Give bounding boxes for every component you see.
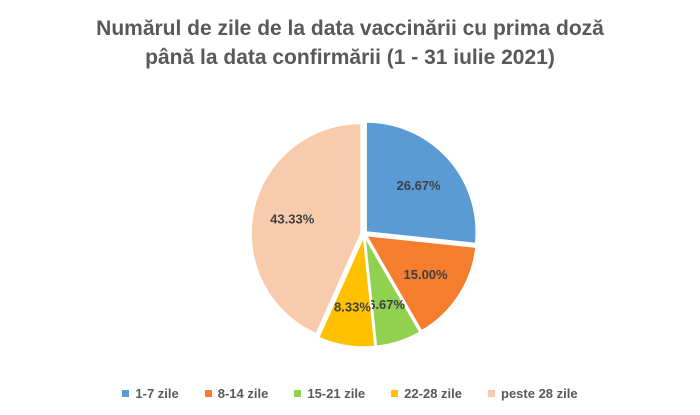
pie-slice-4 [317,234,376,348]
pie-slice-label-2: 15.00% [404,267,449,282]
chart-legend: 1-7 zile 8-14 zile 15-21 zile 22-28 zile pes… [0,386,700,401]
legend-label-5: peste 28 zile [501,386,578,401]
pie-slice-3 [364,236,421,348]
pie-slice-label-5: 43.33% [270,212,315,227]
legend-label-1: 1-7 zile [135,386,179,401]
pie-slice-label-4: 8.33% [334,299,371,314]
legend-swatch-3 [294,390,302,397]
chart-title: Numărul de zile de la data vaccinării cu… [0,14,700,72]
chart-title-line-2: până la data confirmării (1 - 31 iulie 2… [145,46,555,69]
legend-swatch-2 [204,390,212,397]
legend-label-3: 15-21 zile [307,386,366,401]
legend-item-4: 22-28 zile [391,386,462,401]
legend-item-5: peste 28 zile [488,386,578,401]
pie-slice-label-1: 26.67% [397,178,442,193]
legend-swatch-4 [391,390,399,397]
legend-item-3: 15-21 zile [294,386,365,401]
pie-slice-label-3: 6.67% [368,297,405,312]
chart-title-line-1: Numărul de zile de la data vaccinării cu… [96,17,604,40]
legend-item-2: 8-14 zile [204,386,269,401]
pie-slice-2 [365,234,477,332]
pie-slice-1 [365,121,477,245]
legend-swatch-5 [488,390,495,397]
legend-swatch-1 [122,390,130,397]
legend-label-4: 22-28 zile [404,386,462,401]
pie-slice-5 [250,122,362,335]
legend-label-2: 8-14 zile [217,386,269,401]
legend-item-1: 1-7 zile [122,386,179,401]
